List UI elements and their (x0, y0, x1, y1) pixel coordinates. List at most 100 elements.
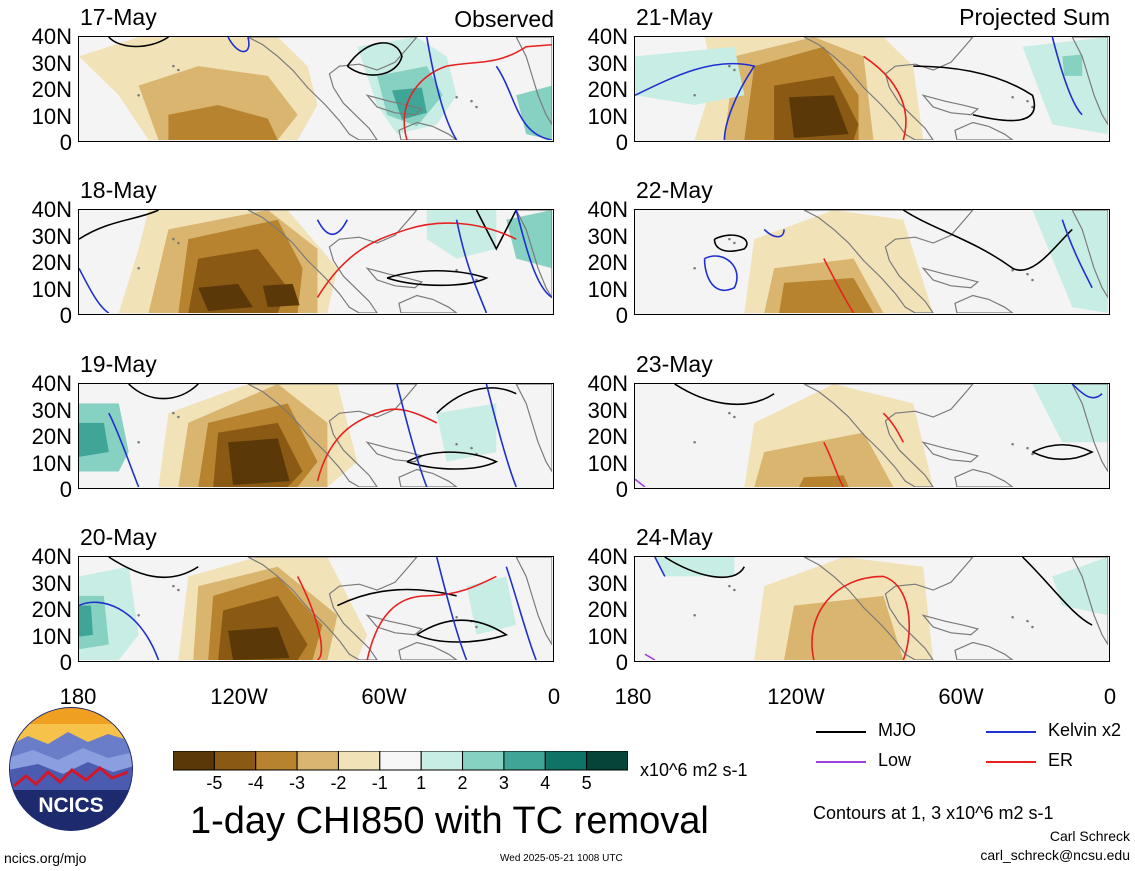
coastline (954, 121, 1014, 140)
island (733, 415, 736, 419)
wave-contour (505, 566, 537, 660)
chi-anomaly-shading (1032, 210, 1108, 313)
coastline (398, 641, 458, 660)
island (693, 94, 696, 97)
island (455, 615, 458, 619)
map-svg (644, 557, 1108, 660)
wave-contour (713, 234, 748, 252)
chi-anomaly-shading (798, 475, 849, 487)
lat-label: 30N (587, 223, 628, 249)
coastline (921, 267, 980, 289)
colorbar (172, 750, 629, 776)
logo-text: NCICS (38, 794, 103, 817)
lat-label: 20N (587, 250, 628, 275)
lat-label: 10N (31, 103, 72, 129)
chi-anomaly-shading (1032, 384, 1108, 443)
map-svg (79, 210, 552, 313)
wave-contour (1051, 37, 1083, 116)
island (728, 584, 731, 588)
island (1026, 99, 1029, 103)
lat-label: 20N (31, 77, 72, 102)
coastline (365, 267, 424, 289)
coastline (1071, 37, 1108, 126)
colorbar-swatch (172, 750, 215, 771)
map-panel (634, 383, 1110, 489)
chi-anomaly-shading (262, 283, 300, 308)
coastline (398, 121, 458, 140)
lat-label: 0 (59, 650, 72, 675)
timestamp: Wed 2025-05-21 1008 UTC (500, 853, 623, 864)
coastline (247, 37, 418, 140)
wave-contour (396, 384, 428, 487)
lat-label: 30N (587, 570, 628, 596)
chi-anomaly-shading (228, 438, 290, 486)
map-panel (78, 383, 554, 489)
wave-contour (435, 557, 468, 660)
lat-label: 30N (587, 397, 628, 423)
website: ncics.org/mjo (4, 850, 87, 866)
lat-label: 40N (31, 371, 72, 396)
map-panel (78, 556, 554, 662)
wave-contour (79, 601, 160, 660)
wave-contour (403, 43, 552, 140)
legend-line-swatch (816, 761, 866, 763)
map-panel (634, 36, 1110, 142)
wave-contour (913, 65, 1036, 122)
island (137, 94, 140, 97)
chi-anomaly-shading (789, 95, 849, 139)
map-svg (79, 384, 552, 487)
ncics-logo: NCICS (8, 706, 134, 832)
coastline (803, 384, 974, 487)
wave-contour (1071, 384, 1103, 399)
colorbar-tick-label: -2 (330, 773, 347, 793)
coastline (247, 557, 418, 660)
colorbar-tick-label: -3 (289, 773, 306, 793)
wave-contour (1061, 219, 1093, 289)
panel-date-label: 20-May (80, 524, 157, 550)
wave-contour (79, 267, 110, 313)
wave-contour (346, 42, 403, 76)
colorbar-tick-label: -4 (247, 773, 264, 793)
colorbar-swatch (462, 750, 505, 771)
wave-contour (386, 270, 489, 287)
coastline (803, 37, 974, 140)
legend-item-label: Kelvin x2 (1048, 720, 1122, 740)
coastline (247, 210, 418, 313)
coastline (1071, 384, 1108, 473)
lat-label: 20N (31, 250, 72, 275)
observed-label: Observed (454, 6, 554, 32)
wave-contour (703, 255, 738, 291)
lat-label: 10N (587, 103, 628, 129)
lon-label-right-60w: 60W (938, 684, 984, 709)
legend-line-swatch (816, 731, 866, 733)
wave-contour (108, 557, 199, 579)
lon-label-right-120w: 120W (767, 684, 825, 709)
wave-contour (1021, 557, 1093, 626)
island (172, 411, 175, 415)
wave-contour (635, 478, 646, 487)
panel-date-label: 22-May (636, 177, 713, 203)
wave-contour (644, 653, 656, 660)
lat-label: 0 (615, 130, 628, 155)
island (1026, 619, 1029, 623)
lat-label: 20N (31, 424, 72, 449)
wave-contour (1032, 443, 1094, 461)
chi-anomaly-shading (79, 605, 93, 637)
panel-date-label: 24-May (636, 524, 713, 550)
island (455, 442, 458, 446)
panel-date-label: 19-May (80, 351, 157, 377)
wave-contour (635, 62, 756, 140)
map-panel (634, 556, 1110, 662)
chi-anomaly-shading (228, 626, 290, 660)
coastline (921, 614, 980, 636)
coastline (954, 468, 1014, 487)
lat-label: 40N (587, 24, 628, 49)
colorbar-tick-label: 5 (581, 773, 592, 793)
chi-anomaly-shading (784, 595, 904, 660)
colorbar-tick-label: 1 (416, 773, 427, 793)
legend-item-label: ER (1048, 750, 1074, 770)
island (455, 268, 458, 272)
lat-label: 10N (31, 276, 72, 302)
lat-label: 40N (587, 544, 628, 569)
chi-anomaly-shading (168, 105, 278, 140)
